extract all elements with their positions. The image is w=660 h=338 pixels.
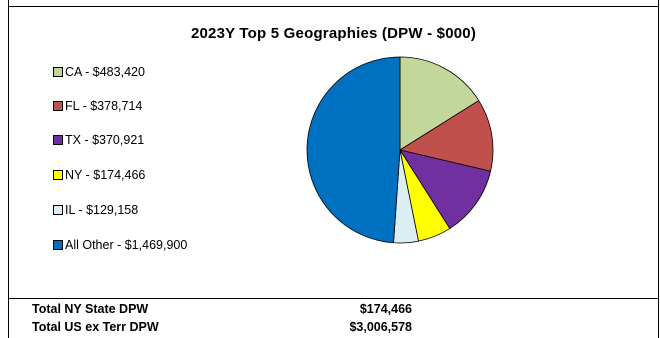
legend-swatch-ny bbox=[53, 170, 63, 180]
legend-swatch-il bbox=[53, 205, 63, 215]
pie-chart bbox=[306, 56, 494, 244]
total-row-us: Total US ex Terr DPW $3,006,578 bbox=[32, 319, 412, 335]
total-label-ny: Total NY State DPW bbox=[32, 302, 149, 316]
legend-swatch-all-other bbox=[53, 240, 63, 250]
pie-slice-all-other bbox=[306, 56, 401, 244]
legend-label-ny: NY - $174,466 bbox=[65, 168, 146, 182]
chart-title: 2023Y Top 5 Geographies (DPW - $000) bbox=[190, 25, 477, 42]
total-row-ny: Total NY State DPW $174,466 bbox=[32, 301, 412, 317]
legend-swatch-ca bbox=[53, 67, 63, 77]
legend-swatch-fl bbox=[53, 101, 63, 111]
chart-frame bbox=[8, 0, 659, 338]
legend-label-ca: CA - $483,420 bbox=[65, 65, 145, 79]
legend-swatch-tx bbox=[53, 135, 63, 145]
top-divider bbox=[8, 6, 659, 7]
legend-label-fl: FL - $378,714 bbox=[65, 99, 143, 113]
legend-label-tx: TX - $370,921 bbox=[65, 133, 145, 147]
total-value-us: $3,006,578 bbox=[349, 320, 412, 334]
legend-label-il: IL - $129,158 bbox=[65, 203, 139, 217]
total-label-us: Total US ex Terr DPW bbox=[32, 320, 159, 334]
pie-slice-tx bbox=[399, 149, 491, 229]
pie-slice-fl bbox=[399, 100, 494, 172]
pie-slice-ca bbox=[399, 56, 480, 151]
total-value-ny: $174,466 bbox=[359, 302, 412, 316]
bottom-divider bbox=[8, 298, 659, 299]
legend-label-all-other: All Other - $1,469,900 bbox=[65, 238, 188, 252]
